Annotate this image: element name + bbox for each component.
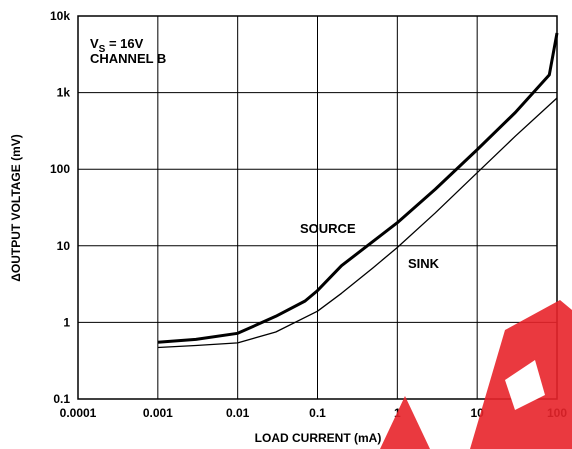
y-tick-label: 100 [50,162,70,176]
series-line-sink [157,97,558,349]
watermark-logo [380,300,572,449]
y-tick-label: 1 [63,315,70,329]
x-tick-label: 0.001 [143,406,173,420]
series-label-sink: SINK [408,256,440,271]
series-line-source [157,32,559,344]
series-layer [157,32,559,349]
grid [77,15,558,400]
annotation-supply-rest: = 16V [105,36,143,51]
y-tick-label: 10 [57,239,71,253]
y-axis-title: ΔOUTPUT VOLTAGE (mV) [9,134,23,282]
y-tick-label: 0.1 [53,392,70,406]
annotation-supply: VS = 16V [90,36,144,55]
x-tick-label: 0.1 [309,406,326,420]
annotation-channel: CHANNEL B [90,51,166,66]
x-tick-label: 0.01 [226,406,250,420]
x-tick-label: 0.0001 [60,406,97,420]
annotation-supply-main: V [90,36,99,51]
y-tick-label: 10k [50,9,70,23]
x-axis-title: LOAD CURRENT (mA) [255,431,382,445]
plot-frame [77,15,558,400]
series-label-source: SOURCE [300,221,356,236]
annotation-supply-sub: S [99,44,106,55]
y-tick-label: 1k [57,86,71,100]
